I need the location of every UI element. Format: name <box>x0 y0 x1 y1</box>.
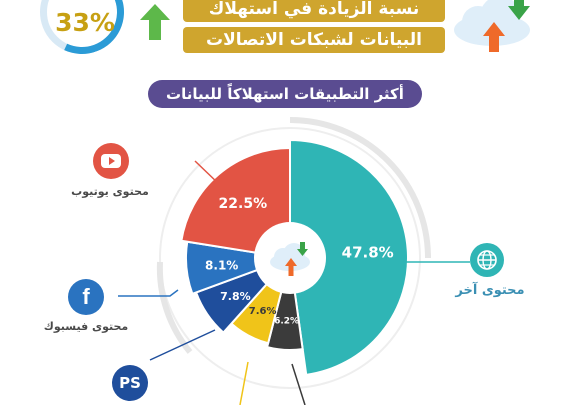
center-cloud-icon <box>270 242 310 276</box>
globe-icon <box>470 243 504 277</box>
pie-slice <box>180 146 291 260</box>
cloud-arrows-icon <box>454 0 530 52</box>
pie-slice <box>265 257 304 351</box>
increase-line-2: البيانات لشبكات الاتصالات <box>183 27 445 53</box>
youtube-label: محتوى يوتيوب <box>71 185 149 198</box>
slice-label: 6.2% <box>274 317 299 327</box>
playstation-icon: PS <box>112 365 148 401</box>
facebook-icon: f <box>68 279 104 315</box>
outer-ring-1 <box>159 127 421 389</box>
slice-label: 22.5% <box>219 196 268 212</box>
slice-label: 7.8% <box>220 290 251 303</box>
facebook-label: محتوى فيسبوك <box>43 320 129 333</box>
youtube-icon <box>93 143 129 179</box>
slice-label: 7.6% <box>249 306 277 317</box>
increase-percent: 33% <box>55 8 115 37</box>
section-title: أكثر التطبيقات استهلاكاً للبيانات <box>148 80 422 108</box>
other-label: محتوى آخر <box>455 283 525 298</box>
up-arrow-icon <box>140 4 170 40</box>
slice-label: 47.8% <box>342 244 394 262</box>
percent-ring-track <box>40 0 124 54</box>
outer-arc-decor <box>289 117 431 259</box>
pie-slice <box>289 138 409 377</box>
increase-line-1: نسبة الزيادة في استهلاك <box>183 0 445 22</box>
slice-label: 8.1% <box>205 259 238 273</box>
